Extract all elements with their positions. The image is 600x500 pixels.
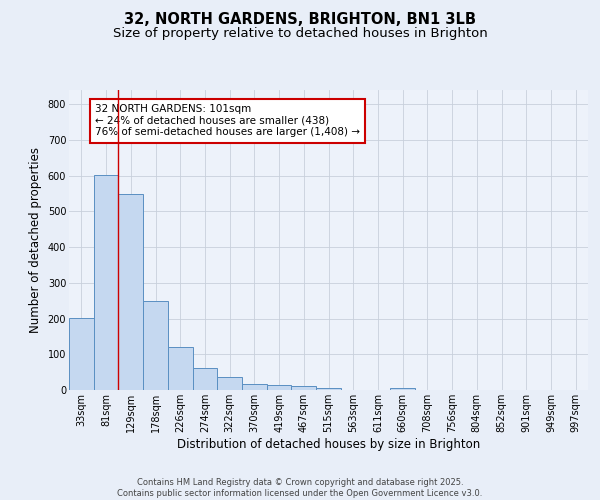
Text: Size of property relative to detached houses in Brighton: Size of property relative to detached ho… — [113, 28, 487, 40]
Bar — [242, 384, 267, 390]
Text: 32, NORTH GARDENS, BRIGHTON, BN1 3LB: 32, NORTH GARDENS, BRIGHTON, BN1 3LB — [124, 12, 476, 28]
Y-axis label: Number of detached properties: Number of detached properties — [29, 147, 42, 333]
Text: 32 NORTH GARDENS: 101sqm
← 24% of detached houses are smaller (438)
76% of semi-: 32 NORTH GARDENS: 101sqm ← 24% of detach… — [95, 104, 360, 138]
Bar — [118, 194, 143, 390]
Text: Contains HM Land Registry data © Crown copyright and database right 2025.
Contai: Contains HM Land Registry data © Crown c… — [118, 478, 482, 498]
Bar — [390, 388, 415, 390]
Bar — [69, 318, 94, 390]
Bar — [193, 368, 217, 390]
Bar — [267, 384, 292, 390]
Bar — [94, 174, 118, 390]
Bar — [143, 301, 168, 390]
Bar — [292, 386, 316, 390]
Bar — [217, 377, 242, 390]
Bar — [316, 388, 341, 390]
Bar — [168, 347, 193, 390]
X-axis label: Distribution of detached houses by size in Brighton: Distribution of detached houses by size … — [177, 438, 480, 450]
